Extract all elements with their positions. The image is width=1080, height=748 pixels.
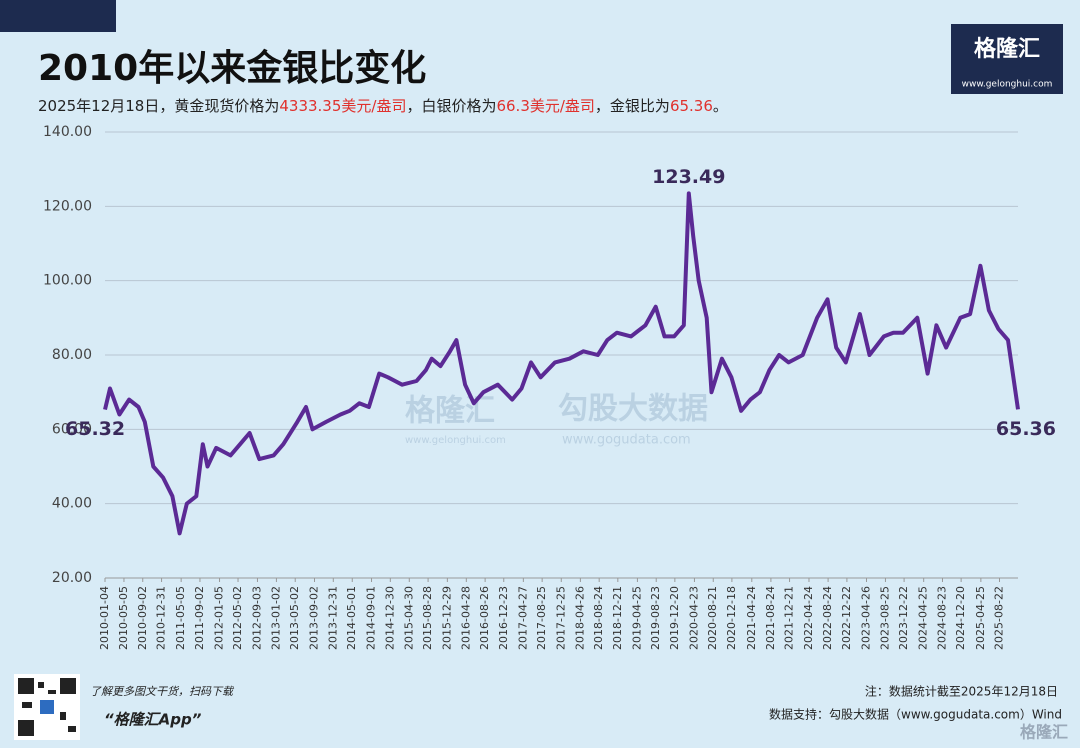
x-tick-label: 2021-08-24	[764, 586, 777, 650]
x-tick-label: 2015-04-30	[402, 586, 415, 650]
x-tick-label: 2020-12-18	[725, 586, 738, 650]
x-tick-label: 2017-04-27	[516, 586, 529, 650]
x-tick-label: 2019-12-20	[668, 586, 681, 650]
x-tick-label: 2010-01-04	[98, 586, 111, 650]
y-tick-label: 60.00	[52, 421, 92, 437]
subtitle-part: 65.36	[670, 97, 713, 115]
chart-title: 2010年以来金银比变化	[38, 47, 426, 89]
x-tick-label: 2018-04-26	[573, 586, 586, 650]
x-tick-label: 2012-05-02	[231, 586, 244, 650]
footer-app: “格隆汇App”	[104, 711, 202, 729]
subtitle: 2025年12月18日，黄金现货价格为4333.35美元/盎司，白银价格为66.…	[38, 97, 728, 115]
y-tick-label: 120.00	[43, 198, 92, 214]
x-tick-label: 2022-08-24	[821, 586, 834, 650]
footer-promo: 了解更多图文干货，扫码下载	[90, 685, 235, 698]
x-tick-label: 2024-04-25	[917, 586, 930, 650]
x-tick-label: 2014-05-01	[345, 586, 358, 650]
x-tick-label: 2018-08-24	[592, 586, 605, 650]
x-tick-label: 2019-04-25	[630, 586, 643, 650]
x-tick-label: 2024-08-23	[935, 586, 948, 650]
x-tick-label: 2016-08-26	[478, 586, 491, 650]
footer-note: 注：数据统计截至2025年12月18日	[865, 684, 1058, 699]
x-tick-label: 2025-04-25	[974, 586, 987, 650]
subtitle-part: 4333.35美元/盎司	[279, 97, 406, 115]
subtitle-part: ，白银价格为	[406, 97, 496, 115]
x-tick-label: 2011-05-05	[174, 586, 187, 650]
y-tick-label: 100.00	[43, 273, 92, 289]
corner-block	[0, 0, 116, 32]
x-tick-label: 2016-04-28	[459, 586, 472, 650]
logo-url: www.gelonghui.com	[962, 80, 1053, 90]
y-tick-label: 20.00	[52, 570, 92, 586]
subtitle-part: ，金银比为	[595, 97, 670, 115]
data-label: 65.36	[996, 418, 1056, 440]
x-tick-label: 2017-08-25	[535, 586, 548, 650]
x-tick-label: 2020-08-21	[706, 586, 719, 650]
x-tick-label: 2011-09-02	[193, 586, 206, 650]
x-tick-label: 2016-12-23	[497, 586, 510, 650]
x-tick-label: 2020-04-23	[687, 586, 700, 650]
subtitle-part: 2025年12月18日，黄金现货价格为	[38, 97, 279, 115]
watermark-url: www.gelonghui.com	[405, 435, 506, 446]
x-tick-label: 2010-12-31	[155, 586, 168, 650]
x-tick-label: 2015-08-28	[421, 586, 434, 650]
x-tick-label: 2013-09-02	[307, 586, 320, 650]
watermark: 格隆汇	[405, 394, 495, 429]
x-tick-label: 2024-12-20	[954, 586, 967, 650]
data-label: 65.32	[65, 418, 125, 440]
x-tick-label: 2012-01-05	[213, 586, 226, 650]
watermark: 勾股大数据	[558, 392, 708, 427]
x-tick-label: 2022-12-22	[840, 586, 853, 650]
x-tick-label: 2010-09-02	[136, 586, 149, 650]
x-tick-label: 2014-09-01	[365, 586, 378, 650]
x-tick-label: 2018-12-21	[611, 586, 624, 650]
x-tick-label: 2021-04-24	[745, 586, 758, 650]
qr-code	[14, 674, 80, 740]
x-tick-label: 2014-12-30	[383, 586, 396, 650]
x-tick-label: 2017-12-25	[554, 586, 567, 650]
x-tick-label: 2022-04-24	[802, 586, 815, 650]
logo-box	[951, 24, 1063, 94]
x-tick-label: 2023-08-25	[878, 586, 891, 650]
y-tick-label: 140.00	[43, 124, 92, 140]
subtitle-part: 66.3美元/盎司	[496, 97, 594, 115]
x-tick-label: 2015-12-29	[440, 586, 453, 650]
logo: 格隆汇	[974, 36, 1040, 62]
x-tick-label: 2013-12-31	[326, 586, 339, 650]
x-tick-label: 2023-04-26	[859, 586, 872, 650]
x-tick-label: 2021-12-21	[783, 586, 796, 650]
footer-source: 数据支持：勾股大数据（www.gogudata.com）Wind	[769, 707, 1062, 722]
x-tick-label: 2010-05-05	[117, 586, 130, 650]
x-tick-label: 2025-08-22	[993, 586, 1006, 650]
watermark-url: www.gogudata.com	[562, 433, 691, 448]
line	[103, 191, 1020, 536]
x-tick-label: 2019-08-23	[649, 586, 662, 650]
x-tick-label: 2013-05-02	[288, 586, 301, 650]
x-tick-label: 2023-12-22	[897, 586, 910, 650]
bottom-logo: 格隆汇	[1020, 723, 1068, 742]
subtitle-part: 。	[713, 97, 728, 115]
x-tick-label: 2013-01-02	[269, 586, 282, 650]
x-tick-label: 2012-09-03	[250, 586, 263, 650]
y-tick-label: 80.00	[52, 347, 92, 363]
data-label: 123.49	[652, 166, 725, 188]
y-tick-label: 40.00	[52, 496, 92, 512]
